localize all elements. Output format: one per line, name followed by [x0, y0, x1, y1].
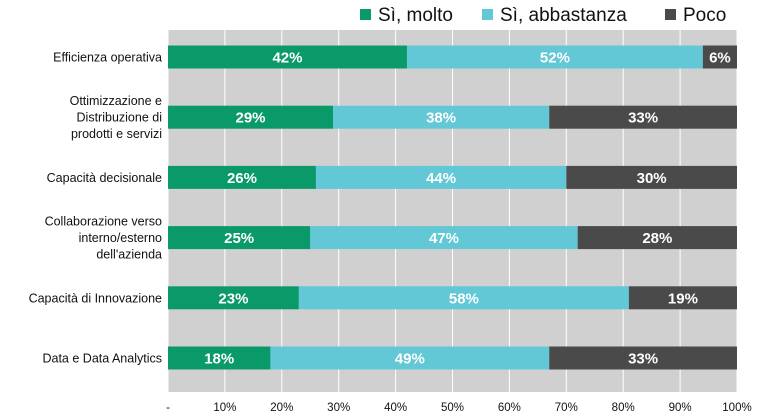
bar-segment: [168, 286, 299, 310]
x-tick-label: 10%: [213, 402, 236, 414]
bar-value-label: 49%: [395, 351, 425, 368]
bar-segment: [549, 346, 737, 370]
legend-item: Sì, molto: [360, 5, 453, 26]
x-tick-label: 30%: [327, 402, 350, 414]
bar-value-label: 33%: [628, 351, 658, 368]
legend-item: Poco: [665, 5, 726, 26]
bar-value-label: 25%: [224, 230, 254, 247]
category-label: Capacità di Innovazione: [29, 291, 162, 305]
bar-segment: [168, 165, 316, 189]
legend: Sì, molto Sì, abbastanza Poco: [360, 5, 726, 26]
category-label: Capacità decisionale: [47, 171, 162, 185]
x-tick-label: 70%: [555, 402, 578, 414]
bar-segment: [333, 105, 550, 129]
bar-value-label: 47%: [429, 230, 459, 247]
bar-value-label: 42%: [272, 50, 302, 67]
category-label: Efficienza operativa: [53, 51, 162, 65]
bar-value-label: 18%: [204, 351, 234, 368]
legend-label: Sì, molto: [378, 5, 453, 26]
x-tick-label: 60%: [498, 402, 521, 414]
bar-value-label: 19%: [668, 290, 698, 307]
bar-value-label: 23%: [218, 290, 248, 307]
bar-value-label: 6%: [709, 50, 731, 67]
x-axis-ticks: - 10% 20% 30% 40% 50% 60% 70% 80% 90% 100%: [166, 402, 752, 414]
legend-label: Poco: [683, 5, 726, 26]
bar-value-label: 33%: [628, 110, 658, 127]
bar-segment: [549, 105, 737, 129]
bar-segment: [270, 346, 550, 370]
category-labels: Efficienza operativa Ottimizzazione e Dist…: [29, 51, 162, 366]
x-tick-label: 80%: [612, 402, 635, 414]
bar-value-label: 44%: [426, 170, 456, 187]
bar-segment: [310, 226, 578, 250]
bar-value-label: 29%: [235, 110, 265, 127]
x-tick-label: -: [166, 402, 170, 414]
bar-value-label: 58%: [449, 290, 479, 307]
category-label: Data e Data Analytics: [42, 352, 162, 366]
bar-segment: [168, 45, 407, 69]
gridlines: [167, 30, 738, 392]
bar-segment: [168, 105, 334, 129]
legend-swatch: [665, 9, 676, 20]
bar-value-label: 28%: [642, 230, 672, 247]
bar-segment: [406, 45, 703, 69]
category-label: Collaborazione verso interno/esterno dell'…: [45, 215, 162, 262]
bars: 42% 52% 6% 29% 38% 33% 26% 44% 30% 25% 47% 28% 23% 58…: [168, 45, 737, 370]
bar-value-label: 38%: [426, 110, 456, 127]
bar-segment: [577, 226, 737, 250]
x-tick-label: 20%: [270, 402, 293, 414]
legend-item: Sì, abbastanza: [482, 5, 627, 26]
x-tick-label: 40%: [384, 402, 407, 414]
bar-segment: [298, 286, 629, 310]
x-tick-label: 50%: [441, 402, 464, 414]
bar-segment: [702, 45, 737, 69]
legend-swatch: [482, 9, 493, 20]
bar-segment: [628, 286, 737, 310]
bar-value-label: 30%: [637, 170, 667, 187]
bar-segment: [168, 346, 271, 370]
legend-swatch: [360, 9, 371, 20]
bar-value-label: 26%: [227, 170, 257, 187]
x-tick-label: 100%: [722, 402, 751, 414]
bar-value-label: 52%: [540, 50, 570, 67]
bar-segment: [168, 226, 311, 250]
legend-label: Sì, abbastanza: [500, 5, 627, 26]
x-tick-label: 90%: [669, 402, 692, 414]
category-label: Ottimizzazione e Distribuzione di prodotti…: [70, 94, 162, 141]
bar-segment: [566, 165, 737, 189]
bar-segment: [315, 165, 567, 189]
